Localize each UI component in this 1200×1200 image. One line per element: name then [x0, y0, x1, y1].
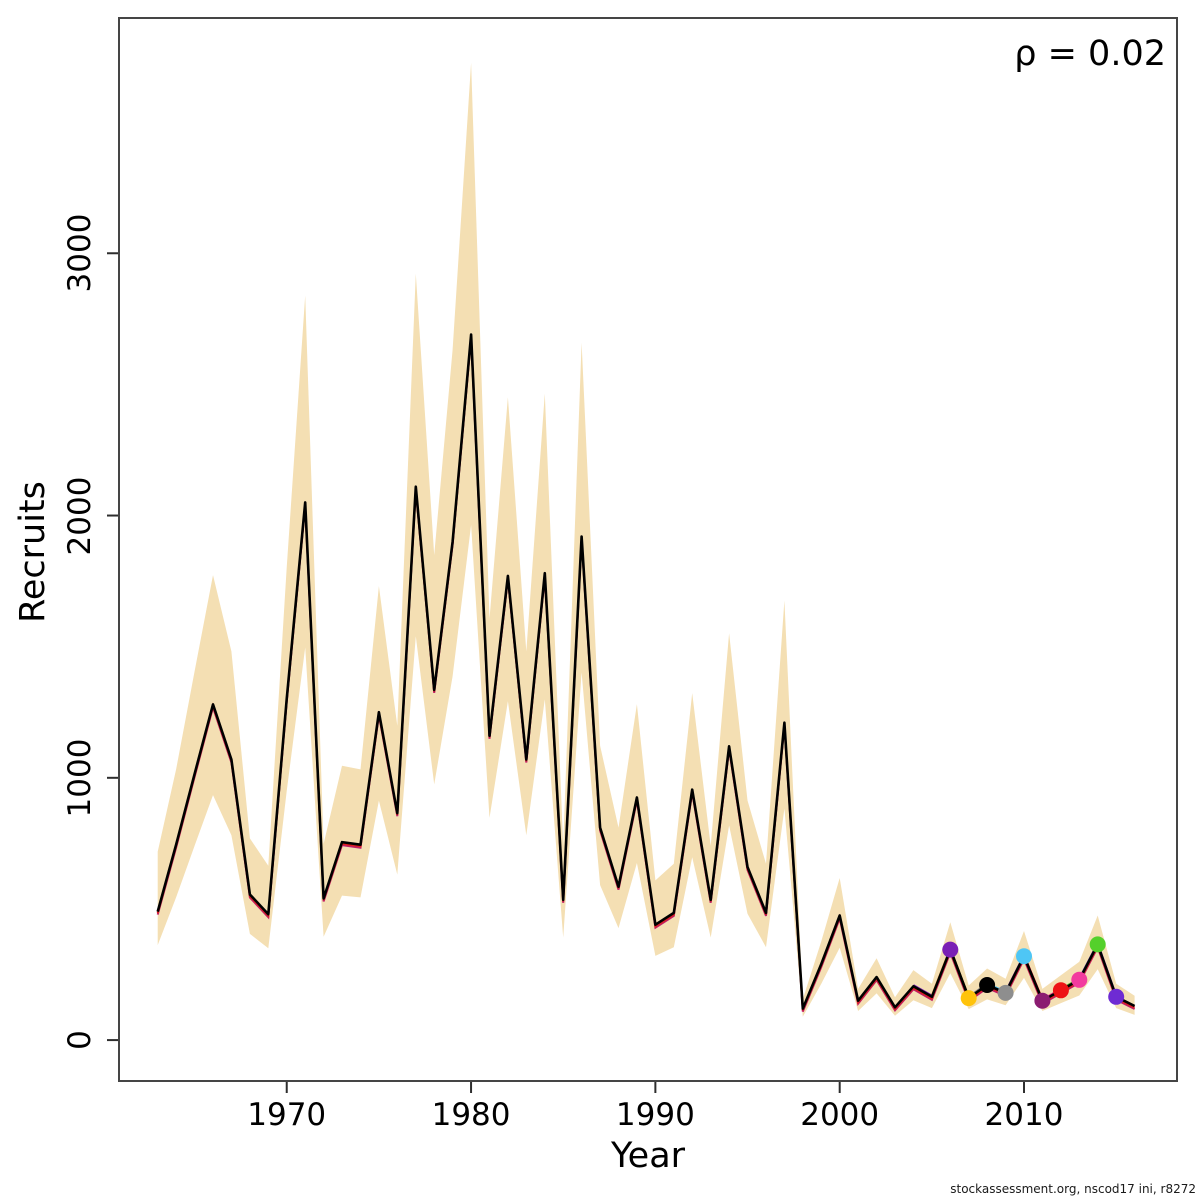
y-tick-label-1000: 1000	[62, 738, 98, 818]
retro-point-2012	[1052, 982, 1069, 999]
mohns-rho-annotation: ρ = 0.02	[1014, 34, 1166, 74]
x-tick-label-1970: 1970	[247, 1097, 327, 1133]
y-tick-label-2000: 2000	[62, 476, 98, 555]
x-tick-label-2000: 2000	[800, 1097, 880, 1133]
plot-frame	[118, 17, 1178, 1082]
confidence-band	[157, 62, 1135, 1017]
retro-point-2009	[997, 984, 1014, 1001]
x-tick-label-1990: 1990	[615, 1097, 695, 1133]
retro-point-2008	[979, 977, 996, 993]
x-tick-label-2010: 2010	[984, 1097, 1064, 1133]
retro-point-2013	[1071, 971, 1088, 988]
retro-point-2010	[1016, 948, 1032, 965]
y-axis-title: Recruits	[13, 481, 53, 623]
retro-point-2015	[1108, 988, 1125, 1005]
retro-point-2007	[960, 990, 977, 1007]
y-tick-label-0: 0	[62, 1030, 98, 1050]
y-tick-label-3000: 3000	[62, 213, 98, 293]
x-tick-label-1980: 1980	[431, 1097, 511, 1133]
retro-point-2006	[942, 941, 959, 958]
retro-point-2014	[1089, 936, 1106, 953]
footer-credit: stockassessment.org, nscod17 ini, r8272	[950, 1182, 1196, 1196]
retro-point-2011	[1034, 992, 1051, 1009]
x-axis-title: Year	[610, 1136, 686, 1176]
